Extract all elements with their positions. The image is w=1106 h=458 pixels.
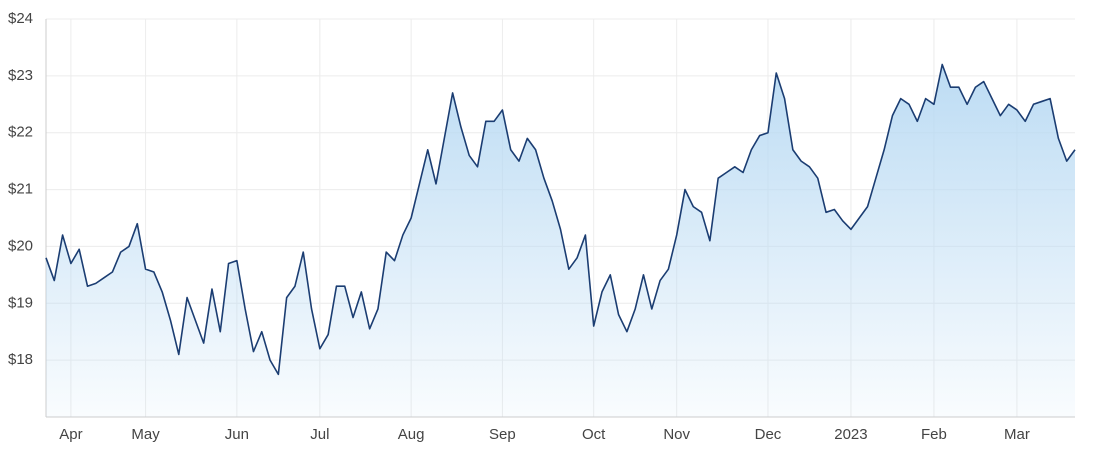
y-tick-label: $19 (8, 294, 33, 311)
y-tick-label: $21 (8, 181, 33, 198)
x-tick-label: Nov (663, 426, 690, 443)
area (46, 64, 1075, 418)
x-tick-label: Oct (582, 426, 606, 443)
y-tick-label: $22 (8, 124, 33, 141)
x-tick-label: 2023 (834, 426, 867, 443)
x-tick-label: Apr (59, 426, 82, 443)
y-tick-label: $20 (8, 237, 33, 254)
x-tick-label: Sep (489, 426, 516, 443)
x-tick-label: Feb (921, 426, 947, 443)
x-tick-label: Jul (310, 426, 329, 443)
y-tick-label: $18 (8, 351, 33, 368)
y-tick-label: $24 (8, 10, 33, 27)
x-tick-label: Mar (1004, 426, 1030, 443)
x-tick-label: Aug (398, 426, 425, 443)
line (45, 63, 1076, 376)
x-tick-label: May (131, 426, 160, 443)
x-tick-label: Dec (755, 426, 782, 443)
y-tick-label: $23 (8, 67, 33, 84)
x-tick-label: Jun (225, 426, 249, 443)
